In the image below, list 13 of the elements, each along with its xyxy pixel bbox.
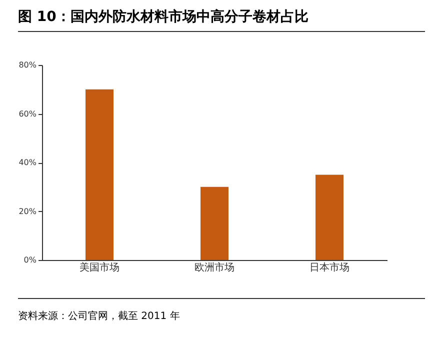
y-tick-label: 20% bbox=[18, 206, 37, 216]
bar bbox=[86, 89, 114, 260]
x-tick-label: 日本市场 bbox=[310, 262, 350, 274]
text: 资料来源：公司官网，截至 2011 年 bbox=[18, 298, 425, 323]
y-tick-label: 80% bbox=[18, 60, 37, 70]
y-tick-label: 40% bbox=[18, 158, 37, 167]
y-tick-label: 60% bbox=[18, 109, 37, 118]
bar bbox=[316, 174, 344, 260]
x-tick-label: 美国市场 bbox=[80, 262, 120, 274]
x-tick-label: 欧洲市场 bbox=[194, 262, 234, 274]
y-tick-label: 0% bbox=[24, 256, 37, 264]
chart-title: 图 10：国内外防水材料市场中高分子卷材占比 bbox=[18, 8, 425, 32]
bar bbox=[200, 186, 228, 260]
